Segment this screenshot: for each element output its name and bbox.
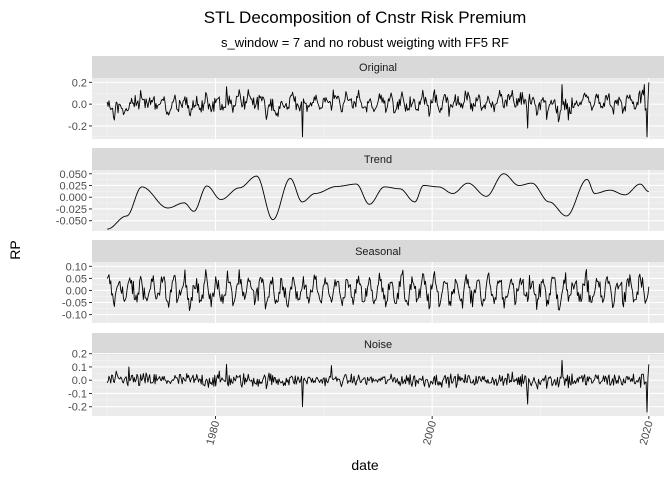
strip-label-original: Original: [359, 62, 397, 74]
y-tick-label: 0.1: [72, 362, 87, 374]
y-tick-label: -0.050: [56, 216, 87, 228]
y-tick-label: 0.2: [72, 349, 87, 361]
strip-label-noise: Noise: [364, 339, 392, 351]
strip-background: [92, 56, 664, 78]
x-tick-label: 2020: [638, 420, 656, 447]
strip-background: [92, 240, 664, 262]
chart-subtitle: s_window = 7 and no robust weigting with…: [221, 35, 509, 50]
chart-title: STL Decomposition of Cnstr Risk Premium: [204, 8, 526, 27]
facet-panels: Original-0.20.00.2Trend-0.050-0.0250.000…: [56, 56, 664, 416]
x-tick-label: 2000: [421, 420, 439, 447]
y-tick-label: 0.025: [59, 180, 87, 192]
x-tick-label: 1980: [204, 420, 222, 447]
facet-original: Original -0.2 0.0 0.2: [68, 56, 664, 139]
series-line-original: [106, 82, 650, 138]
y-tick-label: -0.1: [68, 388, 87, 400]
y-tick-label: 0.10: [66, 261, 87, 273]
y-tick-label: -0.025: [56, 204, 87, 216]
series-line-seasonal: [106, 269, 650, 312]
y-tick-label: 0.05: [66, 273, 87, 285]
series-line-noise: [106, 359, 650, 413]
y-tick-label: 0.000: [59, 192, 87, 204]
y-tick-label: -0.05: [62, 298, 87, 310]
strip-background: [92, 333, 664, 355]
strip-background: [92, 148, 664, 170]
facet-noise: Noise -0.2 -0.10.00.10.2: [68, 333, 664, 416]
strip-label-trend: Trend: [364, 154, 392, 166]
strip-label-seasonal: Seasonal: [355, 246, 401, 258]
panel-background: [92, 170, 664, 231]
y-tick-label: 0.00: [66, 285, 87, 297]
y-tick-label: 0.0: [72, 99, 87, 111]
series-line-trend: [107, 173, 649, 230]
y-tick-label: 0.0: [72, 375, 87, 387]
panel-background: [92, 78, 664, 139]
y-tick-label: 0.2: [72, 77, 87, 89]
y-tick-label: 0.050: [59, 169, 87, 181]
y-tick-label: -0.10: [62, 310, 87, 322]
facet-seasonal: Seasonal -0.10-0.050.000.050.10: [62, 240, 664, 323]
y-tick-label: -0.2: [68, 402, 87, 414]
x-axis: 1980 2000 2020: [204, 416, 656, 447]
x-axis-title: date: [351, 457, 378, 473]
y-axis-title: RP: [7, 240, 23, 259]
y-tick-label: -0.2: [68, 121, 87, 133]
